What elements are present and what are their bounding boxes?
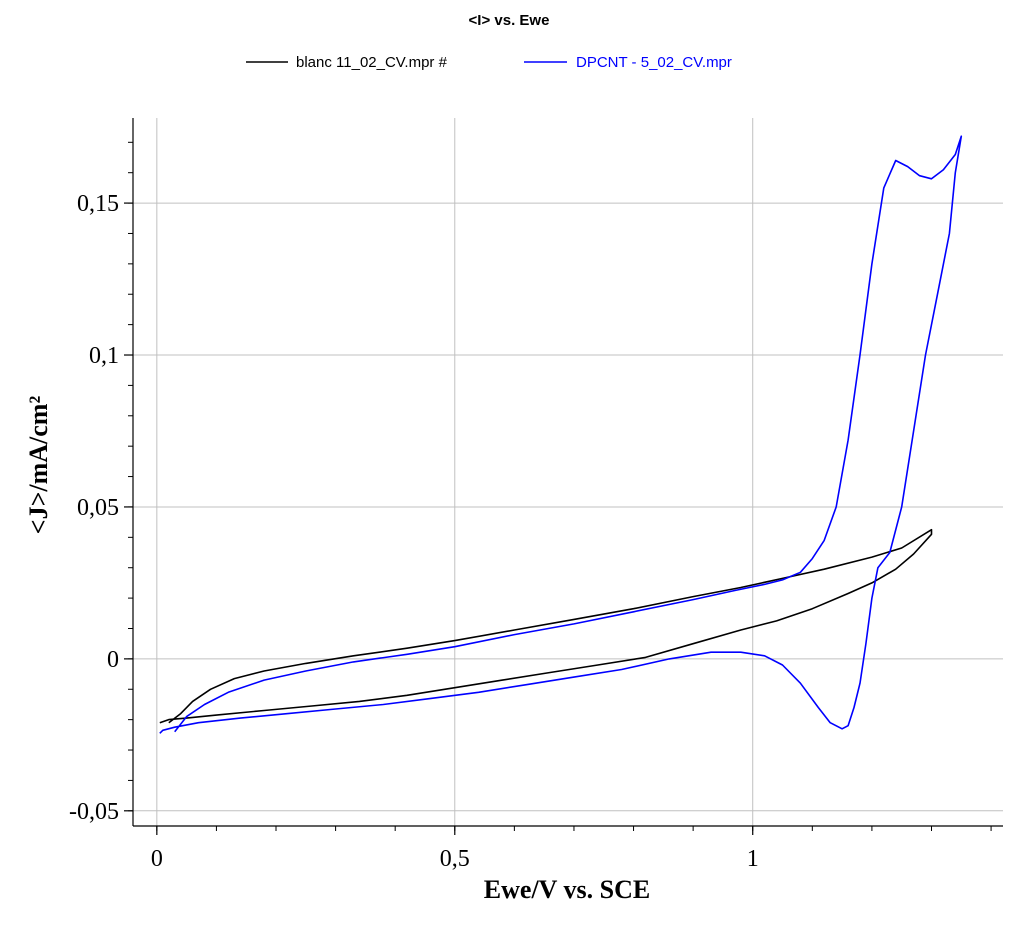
series-layer xyxy=(160,136,962,733)
chart-title: <I> vs. Ewe xyxy=(469,12,550,29)
y-tick-label: -0,05 xyxy=(69,799,119,825)
x-tick-label: 0 xyxy=(151,846,163,872)
y-tick-label: 0,05 xyxy=(77,495,119,521)
legend-label-blanc: blanc 11_02_CV.mpr # xyxy=(296,54,448,71)
grid xyxy=(133,118,1003,826)
y-tick-label: 0,15 xyxy=(77,191,119,217)
x-tick-label: 1 xyxy=(747,846,759,872)
x-axis-title: Ewe/V vs. SCE xyxy=(484,875,650,904)
series-line-blanc xyxy=(160,530,932,723)
legend: blanc 11_02_CV.mpr # DPCNT - 5_02_CV.mpr xyxy=(246,54,732,71)
axes: 0 0,5 1 -0,05 0 0,05 0,1 0,15 xyxy=(69,118,1003,872)
y-tick-label: 0,1 xyxy=(89,343,119,369)
y-axis-title: <J>/mA/cm² xyxy=(24,396,53,535)
legend-label-dpcnt: DPCNT - 5_02_CV.mpr xyxy=(576,54,732,71)
y-tick-label: 0 xyxy=(107,647,119,673)
series-line-dpcnt xyxy=(160,136,962,733)
x-tick-label: 0,5 xyxy=(440,846,470,872)
